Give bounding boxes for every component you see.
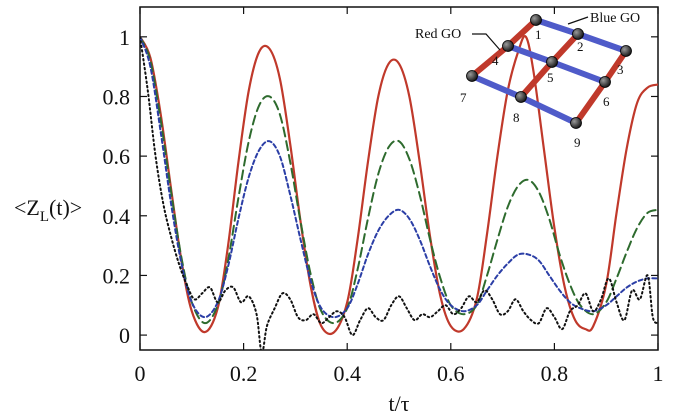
series-line-2 (140, 35, 658, 325)
series-layer (140, 35, 658, 350)
y-axis-label: <ZL(t)> (14, 195, 82, 225)
lattice-node (546, 56, 558, 68)
x-tick-label: 0 (135, 361, 146, 386)
lattice-node-label: 9 (574, 135, 581, 150)
blue-go-leader (567, 16, 589, 25)
y-tick-label: 0.2 (103, 263, 131, 288)
lattice-node (530, 14, 542, 26)
lattice-node-label: 1 (535, 27, 542, 42)
x-tick-label: 0.6 (437, 361, 465, 386)
x-tick-label: 1 (653, 361, 664, 386)
lattice-node-label: 4 (492, 53, 499, 68)
blue-go-label: Blue GO (590, 11, 640, 26)
red-go-bond (573, 79, 608, 126)
y-tick-label: 0 (119, 323, 130, 348)
x-axis-label: t/τ (388, 391, 409, 416)
red-go-bond (505, 17, 539, 49)
x-tick-label: 0.2 (230, 361, 258, 386)
lattice-node-label: 2 (577, 39, 584, 54)
lattice-node-label: 3 (617, 62, 624, 77)
red-go-bond (549, 31, 581, 65)
blue-go-bond (575, 31, 629, 54)
lattice-node-label: 5 (547, 70, 554, 85)
y-tick-label: 0.6 (103, 144, 131, 169)
y-tick-label: 1 (119, 25, 130, 50)
y-tick-label: 0.8 (103, 84, 131, 109)
blue-go-bond (505, 43, 555, 65)
red-go-bond (518, 59, 555, 100)
lattice-node (466, 70, 478, 82)
blue-go-bond (533, 17, 581, 37)
lattice-node-label: 7 (460, 90, 467, 105)
y-tick-label: 0.4 (103, 204, 131, 229)
blue-go-bond (469, 73, 524, 100)
axes: 0 0.2 0.4 0.6 0.8 1 0 0.2 0.4 0.6 0.8 1 (103, 6, 664, 386)
plot-frame (139, 6, 659, 351)
lattice-node (572, 28, 584, 40)
lattice-inset: 1 2 3 4 5 6 7 8 9 Red GO Blue GO (415, 11, 640, 150)
lattice-node-label: 8 (513, 110, 520, 125)
red-go-leader (472, 33, 501, 51)
series-line-3 (140, 35, 658, 319)
red-go-bond (469, 43, 511, 79)
lattice-node (620, 45, 632, 57)
red-go-label: Red GO (415, 27, 461, 42)
lattice-node (570, 117, 582, 129)
series-line-4 (140, 35, 658, 350)
lattice-node (502, 40, 514, 52)
lattice-node (515, 91, 527, 103)
blue-go-bond (518, 94, 579, 126)
y-axis-label-main: <Z (14, 195, 40, 220)
lattice-node (599, 76, 611, 88)
x-tick-label: 0.4 (333, 361, 361, 386)
x-tick-label: 0.8 (541, 361, 569, 386)
y-axis-label-sub: L (40, 209, 49, 225)
series-line-1 (140, 35, 658, 336)
lattice-node-label: 6 (603, 94, 610, 109)
red-go-bond (602, 48, 629, 85)
y-axis-label-tail: (t)> (49, 195, 82, 220)
blue-go-bond (549, 59, 608, 85)
